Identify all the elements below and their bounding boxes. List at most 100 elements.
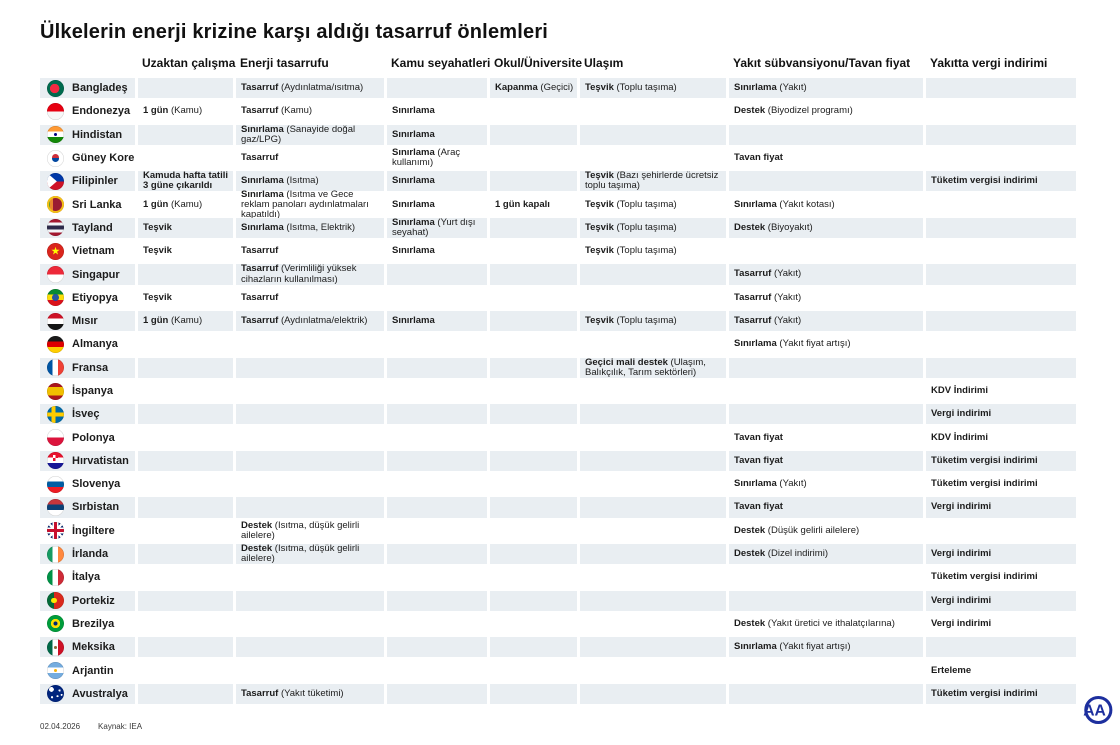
cell-public-travel (387, 567, 487, 587)
cell-remote-work (138, 334, 233, 354)
country-cell: Etiyopya (40, 288, 135, 308)
cell-energy-saving (236, 637, 384, 658)
cell-energy-saving (236, 357, 384, 378)
cell-fuel-subsidy-price-cap (729, 241, 923, 261)
cell-school-university (490, 567, 577, 587)
cell-energy-saving: Tasarruf (241, 245, 279, 257)
country-cell: İrlanda (40, 543, 135, 565)
cell-school-university (490, 171, 577, 192)
country-name: İrlanda (72, 548, 109, 561)
country-cell: Meksika (40, 637, 135, 658)
cell-remote-work (138, 474, 233, 494)
cell-fuel-subsidy-price-cap: Destek (Dizel indirimi) (729, 543, 923, 565)
cell-fuel-subsidy-price-cap: Sınırlama (Yakıt kotası) (734, 198, 835, 210)
cell-remote-work: Teşvik (143, 245, 172, 257)
country-name: Etiyopya (72, 291, 118, 304)
cell-remote-work (138, 683, 233, 705)
country-name: Sri Lanka (72, 198, 122, 211)
cell-energy-saving (236, 334, 384, 354)
cell-public-travel: Sınırlama (392, 198, 435, 210)
cell-remote-work (138, 124, 233, 145)
cell-school-university (490, 264, 577, 285)
cell-transport (580, 683, 726, 705)
country-name: Almanya (72, 338, 118, 351)
eg-flag-icon (47, 312, 64, 330)
measures-table: Bangladeş Tasarruf (Aydınlatma/ısıtma) Kap… (40, 78, 1076, 705)
cell-transport (580, 521, 726, 541)
page-title: Ülkelerin enerji krizine karşı aldığı ta… (40, 21, 549, 44)
cell-fuel-tax-cut: Tüketim vergisi indirimi (931, 478, 1038, 490)
cell-fuel-tax-cut: Vergi indirimi (926, 590, 1076, 611)
country-cell: Portekiz (40, 590, 135, 611)
column-header-school-university: Okul/Üniversite (494, 56, 583, 70)
cell-remote-work (138, 381, 233, 401)
cell-fuel-subsidy-price-cap (729, 381, 923, 401)
se-flag-icon (47, 405, 64, 423)
cell-remote-work (138, 567, 233, 587)
cell-transport: Geçici mali destek (Ulaşım, Balıkçılık, … (580, 357, 726, 378)
et-flag-icon (47, 289, 64, 307)
cell-transport (580, 543, 726, 565)
cell-transport (580, 474, 726, 494)
country-name: Hindistan (72, 128, 123, 141)
cell-transport: Teşvik (Bazı şehirlerde ücretsiz toplu t… (580, 171, 726, 192)
country-cell: Bangladeş (40, 78, 135, 99)
cell-fuel-subsidy-price-cap (729, 124, 923, 145)
cell-school-university (490, 521, 577, 541)
country-cell: Almanya (40, 334, 135, 354)
cell-fuel-subsidy-price-cap (729, 567, 923, 587)
cell-school-university: Kapanma (Geçici) (490, 78, 577, 99)
cell-school-university (490, 148, 577, 168)
country-name: Mısır (72, 315, 98, 328)
rs-flag-icon (47, 498, 64, 516)
gb-flag-icon (47, 522, 64, 540)
cell-remote-work (138, 450, 233, 472)
cell-transport (580, 288, 726, 308)
cell-transport: Teşvik (Toplu taşıma) (580, 217, 726, 239)
cell-fuel-tax-cut: Vergi indirimi (931, 617, 992, 629)
ie-flag-icon (47, 545, 64, 563)
cell-energy-saving: Sınırlama (Sanayide doğal gaz/LPG) (236, 124, 384, 145)
cell-fuel-tax-cut (926, 310, 1076, 332)
country-name: Arjantin (72, 664, 114, 677)
cell-transport (580, 124, 726, 145)
hr-flag-icon (47, 452, 64, 470)
country-cell: Güney Kore (40, 148, 135, 168)
cell-fuel-tax-cut (926, 101, 1076, 121)
cell-remote-work (138, 614, 233, 634)
country-cell: Slovenya (40, 474, 135, 494)
cell-school-university (490, 241, 577, 261)
cell-fuel-subsidy-price-cap: Tavan fiyat (729, 450, 923, 472)
country-name: Tayland (72, 221, 113, 234)
cell-fuel-subsidy-price-cap (729, 404, 923, 425)
cell-fuel-tax-cut (926, 148, 1076, 168)
cell-energy-saving: Destek (Isıtma, düşük gelirli ailelere) (236, 543, 384, 565)
cell-transport: Teşvik (Toplu taşıma) (585, 245, 677, 257)
cell-public-travel: Sınırlama (387, 310, 487, 332)
country-cell: Polonya (40, 427, 135, 447)
cell-public-travel (387, 543, 487, 565)
cell-public-travel: Sınırlama (392, 245, 435, 257)
sg-flag-icon (47, 266, 64, 284)
cell-energy-saving (236, 660, 384, 680)
cell-public-travel (387, 288, 487, 308)
de-flag-icon (47, 335, 64, 353)
cell-fuel-tax-cut (926, 521, 1076, 541)
cell-public-travel (387, 78, 487, 99)
cell-school-university (490, 683, 577, 705)
cell-fuel-tax-cut: Tüketim vergisi indirimi (926, 450, 1076, 472)
country-name: Vietnam (72, 245, 115, 258)
cell-energy-saving: Tasarruf (241, 291, 279, 303)
country-name: İspanya (72, 385, 113, 397)
country-name: Singapur (72, 268, 120, 281)
cell-energy-saving (236, 567, 384, 587)
cell-fuel-subsidy-price-cap: Tasarruf (Yakıt) (729, 310, 923, 332)
cell-fuel-tax-cut: Tüketim vergisi indirimi (931, 571, 1038, 583)
cell-energy-saving: Tasarruf (Yakıt tüketimi) (236, 683, 384, 705)
cell-remote-work (138, 264, 233, 285)
svg-text:AA: AA (1083, 703, 1106, 720)
cell-energy-saving (236, 427, 384, 447)
country-name: Bangladeş (72, 82, 128, 95)
cell-energy-saving: Tasarruf (241, 152, 279, 163)
